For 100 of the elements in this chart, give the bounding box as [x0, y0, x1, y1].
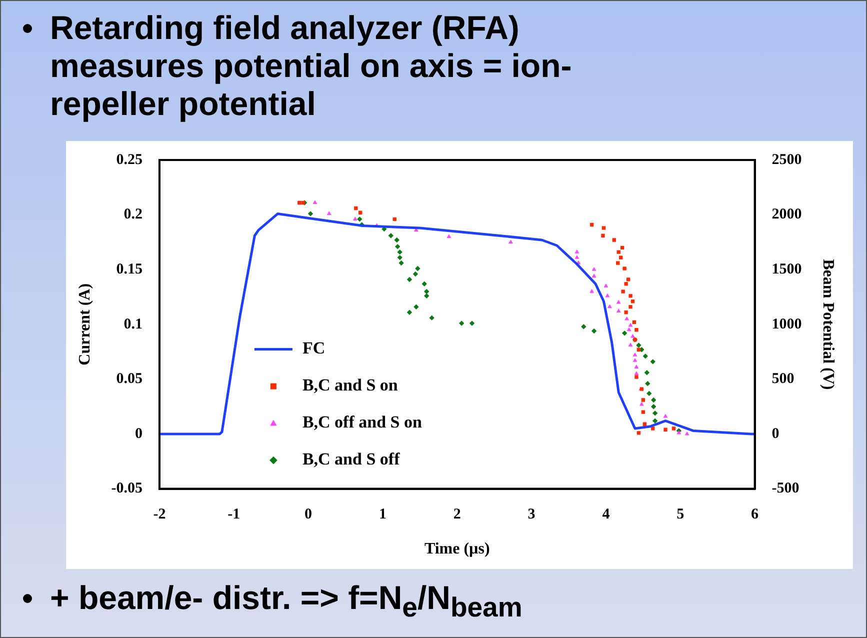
- point: [651, 426, 655, 430]
- point: [624, 310, 628, 314]
- point: [636, 342, 642, 348]
- point: [641, 410, 646, 414]
- point: [634, 371, 639, 376]
- point: [620, 246, 624, 250]
- y2-tick-label: 500: [772, 371, 794, 388]
- y-tick-label: -0.05: [111, 480, 142, 497]
- y-tick-label: 0.25: [116, 152, 142, 168]
- point: [630, 300, 635, 304]
- point: [388, 233, 394, 238]
- point: [646, 390, 652, 396]
- point: [663, 414, 668, 418]
- point: [394, 244, 400, 250]
- x-tick-label: 4: [602, 506, 610, 523]
- point: [616, 261, 620, 265]
- x-tick-label: 2: [453, 506, 461, 523]
- point: [424, 288, 430, 294]
- x-tick-label: 3: [528, 506, 536, 523]
- point: [626, 278, 630, 282]
- point: [308, 211, 314, 216]
- point: [672, 426, 676, 430]
- y-tick-label: 0: [134, 426, 142, 442]
- point: [612, 238, 616, 242]
- y2-tick-label: 2000: [772, 206, 802, 223]
- legend-label: B,C and S on: [302, 376, 398, 395]
- point: [641, 398, 646, 402]
- point: [358, 210, 362, 214]
- point: [392, 217, 396, 222]
- x-tick-label: 5: [676, 506, 684, 523]
- point: [624, 282, 628, 286]
- point: [634, 375, 638, 379]
- point: [406, 276, 412, 282]
- y2-tick-label: 1000: [772, 316, 802, 332]
- y2-tick-label: -500: [772, 480, 800, 497]
- x-tick-label: -1: [228, 506, 240, 523]
- point: [591, 328, 597, 334]
- point: [574, 249, 580, 254]
- y2-axis-title: Beam Potential (V): [819, 259, 836, 390]
- x-tick-label: 0: [304, 506, 312, 523]
- point: [357, 216, 362, 222]
- point: [422, 281, 427, 286]
- point: [628, 322, 633, 327]
- point: [601, 234, 605, 238]
- point: [398, 260, 404, 266]
- y2-tick-label: 1500: [772, 261, 802, 278]
- point: [581, 324, 586, 330]
- point: [458, 320, 464, 326]
- y-tick-label: 0.1: [124, 316, 142, 332]
- point: [298, 200, 302, 205]
- point: [628, 294, 632, 298]
- point: [574, 254, 580, 259]
- point: [622, 330, 628, 336]
- y2-tick-label: 2500: [772, 152, 802, 168]
- point: [652, 410, 658, 416]
- point: [312, 200, 318, 204]
- point: [616, 308, 621, 313]
- point: [415, 266, 420, 272]
- y-tick-label: 0.2: [124, 206, 142, 223]
- legend-label: B,C off and S on: [302, 412, 422, 432]
- y-tick-label: 0.05: [116, 371, 142, 388]
- point: [650, 397, 656, 403]
- point: [326, 211, 332, 216]
- point: [590, 288, 594, 293]
- point: [634, 364, 639, 368]
- point: [645, 380, 650, 386]
- point: [469, 320, 475, 326]
- point: [592, 274, 596, 278]
- point: [684, 431, 690, 436]
- point: [592, 267, 596, 271]
- point: [394, 237, 400, 243]
- point: [508, 240, 513, 244]
- y-axis-title: Current (A): [76, 283, 94, 366]
- point: [636, 348, 641, 352]
- point: [424, 293, 430, 299]
- point: [650, 404, 656, 410]
- legend-label: B,C and S off: [302, 450, 400, 469]
- point: [628, 305, 632, 309]
- point: [664, 428, 668, 432]
- point: [429, 315, 434, 320]
- point: [414, 304, 419, 310]
- point: [652, 418, 658, 424]
- point: [446, 234, 452, 238]
- point: [616, 250, 620, 254]
- y2-tick-label: 0: [772, 426, 780, 442]
- point: [630, 334, 636, 338]
- point: [632, 352, 638, 356]
- point: [628, 342, 633, 347]
- x-tick-label: 6: [751, 506, 760, 523]
- chart-title: Retarding field analyzer (RFA) measures potential on axis = ion-repeller potential: [50, 9, 573, 123]
- y-tick-label: 0.15: [116, 261, 142, 278]
- point: [590, 222, 594, 227]
- x-tick-label: 1: [378, 506, 386, 523]
- point: [352, 216, 358, 220]
- point: [616, 300, 621, 304]
- point: [397, 254, 402, 260]
- point: [632, 358, 638, 362]
- x-axis-title: Time (µs): [424, 540, 490, 558]
- point: [634, 328, 638, 332]
- point: [412, 271, 418, 277]
